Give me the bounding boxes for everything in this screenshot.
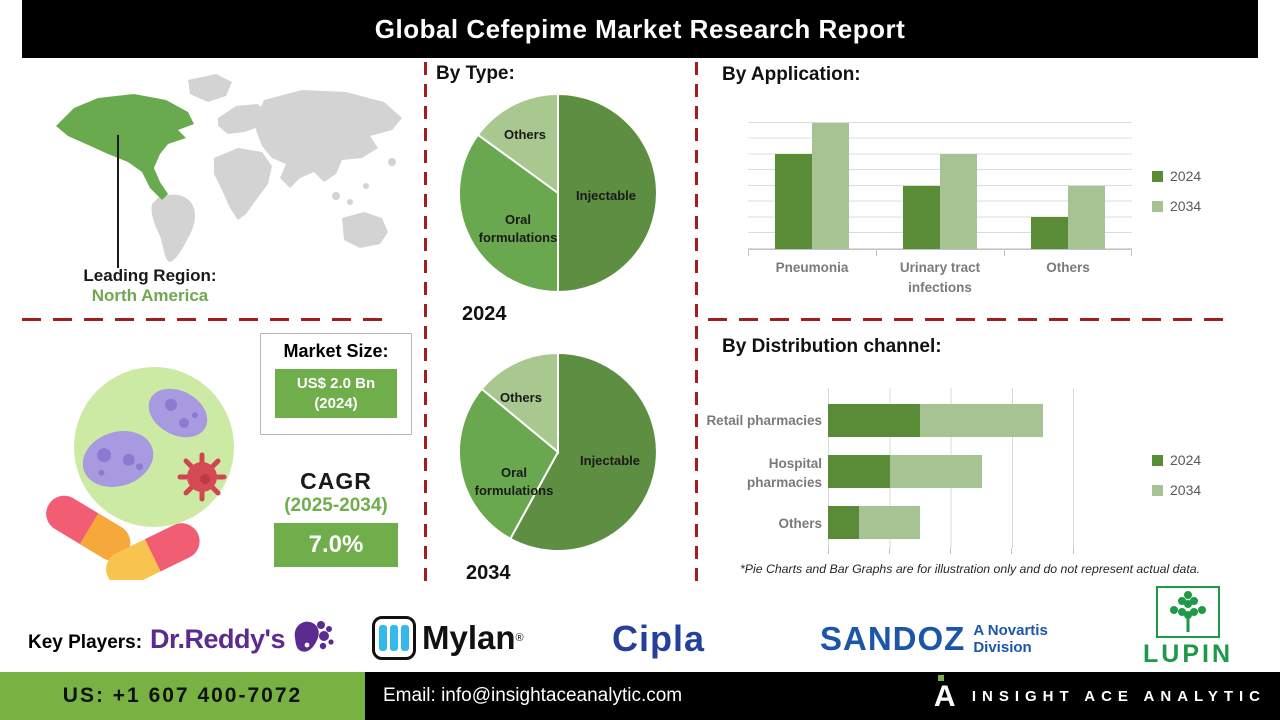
segment-2024-others: [828, 506, 859, 539]
by-type-heading: By Type:: [436, 63, 515, 84]
mylan-icon: [372, 616, 416, 660]
distribution-legend: 2024 2034: [1152, 452, 1201, 512]
legend-2024-swatch: [1152, 170, 1163, 182]
segment-2034-retail-pharmacies: [920, 404, 1044, 437]
divider-horizontal-right: [708, 318, 1232, 321]
world-map: [40, 66, 420, 266]
world-map-svg: [56, 74, 402, 262]
brand-block: A INSIGHT ACE ANALYTIC: [932, 672, 1266, 720]
pie-slice-others: [480, 351, 559, 455]
logo-mylan: Mylan ®: [372, 616, 524, 660]
bar-group-others: [1004, 108, 1132, 249]
application-category-1: Pneumonia: [775, 260, 849, 275]
map-south-america: [151, 194, 195, 262]
divider-horizontal-left: [22, 318, 394, 321]
distribution-bar-others: [828, 506, 921, 539]
header-banner: Global Cefepime Market Research Report: [22, 0, 1258, 58]
segment-2024-hospital-pharmacies: [828, 455, 890, 488]
footer-phone-block: US: +1 607 400-7072: [0, 672, 365, 720]
brand-name: INSIGHT ACE ANALYTIC: [971, 687, 1266, 705]
cagr-label: CAGR: [300, 468, 372, 494]
pie-2034-caption: 2034: [466, 562, 511, 584]
logo-cipla: Cipla: [612, 618, 706, 659]
region-pointer-line: [117, 135, 119, 268]
pie-chart-2024: Injectable Oral formulations Others: [458, 92, 658, 294]
pie-2024-label-others: Others: [504, 127, 546, 142]
map-asia: [256, 90, 402, 188]
market-size-value: US$ 2.0 Bn (2024): [275, 369, 397, 418]
map-australia: [342, 212, 388, 248]
pie-chart-2034: Injectable Oral formulations Others: [458, 351, 658, 552]
divider-vertical-right: [695, 62, 698, 590]
divider-vertical-left: [424, 62, 427, 590]
cagr-block: CAGR (2025-2034) 7.0%: [258, 468, 414, 567]
distribution-category-2: Hospital pharmacies: [746, 456, 822, 490]
key-players-label: Key Players:: [28, 632, 143, 653]
bar-2034-pneumonia: [812, 122, 849, 249]
distribution-bar-hospital: [828, 455, 982, 488]
lupin-tree-icon: [1156, 586, 1220, 638]
legend-2034-swatch: [1152, 484, 1163, 496]
email-address[interactable]: Email: info@insightaceanalytic.com: [383, 685, 683, 706]
cagr-period: (2025-2034): [284, 495, 388, 516]
logo-dr-reddys: Dr.Reddy's: [150, 618, 335, 660]
bar-2024-urinary-tract-infections: [903, 185, 940, 249]
leading-region-block: Leading Region: North America: [30, 266, 270, 306]
page-title: Global Cefepime Market Research Report: [374, 13, 906, 44]
bar-group-urinary-tract-infections: [876, 108, 1004, 249]
dr-reddys-icon: [294, 621, 334, 652]
segment-2034-others: [858, 506, 921, 539]
pie-2034-label-oral: Oral formulations: [474, 465, 554, 498]
cagr-value: 7.0%: [274, 523, 398, 567]
leading-region-label: Leading Region:: [83, 266, 217, 285]
pie-slice-injectable: [557, 92, 658, 294]
bar-2034-others: [1068, 185, 1105, 249]
map-europe: [218, 104, 268, 134]
logo-lupin: LUPIN: [1128, 586, 1248, 669]
segment-2034-hospital-pharmacies: [889, 455, 982, 488]
distribution-bar-retail: [828, 404, 1044, 437]
footer-email-block: Email: info@insightaceanalytic.com A INS…: [365, 672, 1280, 720]
insightace-logo-icon: A: [932, 675, 958, 714]
pills-bacteria-icon: [39, 367, 234, 594]
pie-2034-label-injectable: Injectable: [580, 453, 640, 468]
legend-2034-swatch: [1152, 200, 1163, 212]
market-size-label: Market Size:: [283, 341, 389, 361]
segment-2024-retail-pharmacies: [828, 404, 921, 437]
application-legend: 2024 2034: [1152, 168, 1201, 228]
pie-slice-oral-formulations: [458, 133, 559, 294]
capsule-yellow-pink: [100, 517, 206, 594]
application-bar-chart: [748, 108, 1132, 250]
bar-2034-urinary-tract-infections: [940, 154, 977, 249]
pie-slice-injectable: [508, 351, 658, 552]
map-greenland: [188, 74, 232, 102]
bar-2024-others: [1031, 217, 1068, 249]
map-africa: [214, 148, 272, 220]
by-distribution-heading: By Distribution channel:: [722, 336, 942, 357]
pills-bacteria-illustration: [39, 355, 242, 594]
bar-2024-pneumonia: [775, 154, 812, 249]
pie-2024-caption: 2024: [462, 303, 507, 325]
leading-region-value: North America: [91, 286, 209, 305]
map-north-america-highlight: [56, 94, 194, 200]
phone-number[interactable]: US: +1 607 400-7072: [62, 684, 303, 707]
pie-2024-label-injectable: Injectable: [576, 188, 636, 203]
distribution-category-3: Others: [778, 516, 822, 531]
by-application-heading: By Application:: [722, 64, 861, 85]
pie-slice-oral-formulations: [458, 387, 560, 541]
virus-red: [177, 452, 227, 502]
application-category-2: Urinary tract infections: [899, 260, 981, 295]
pie-slice-others: [476, 92, 559, 195]
legend-2024-swatch: [1152, 454, 1163, 466]
logo-sandoz: SANDOZ A Novartis Division: [820, 620, 1048, 657]
bacteria-purple: [82, 388, 208, 487]
disclaimer-footnote: *Pie Charts and Bar Graphs are for illus…: [739, 562, 1201, 576]
market-size-card: Market Size: US$ 2.0 Bn (2024): [260, 333, 412, 435]
pie-2034-label-others: Others: [500, 390, 542, 405]
distribution-category-1: Retail pharmacies: [706, 413, 822, 428]
pie-2024-label-oral: Oral formulations: [478, 212, 558, 245]
bar-group-pneumonia: [748, 108, 876, 249]
application-category-3: Others: [1046, 260, 1090, 275]
